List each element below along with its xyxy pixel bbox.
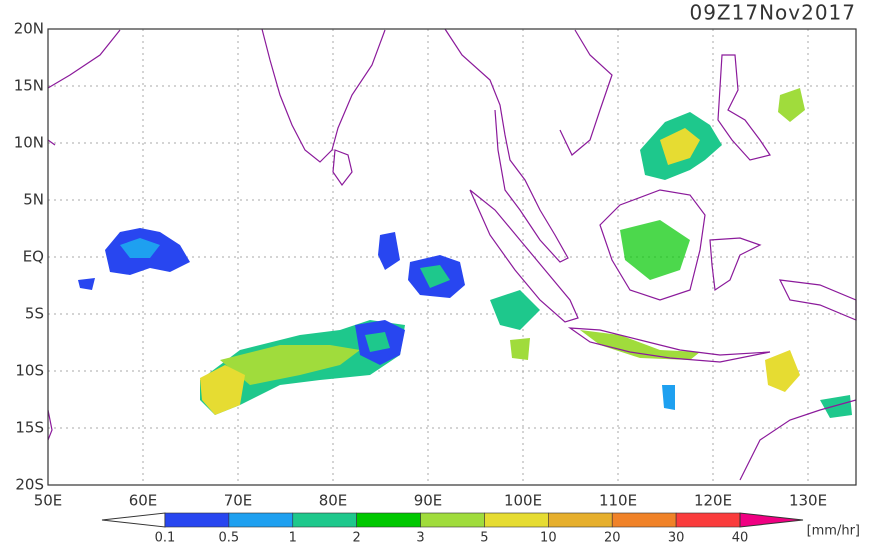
lat-label: 5N <box>23 191 44 209</box>
lat-label: 10S <box>15 362 44 380</box>
colorbar-label: 10 <box>540 531 557 544</box>
rain-areas <box>78 88 852 418</box>
map-frame <box>47 28 857 486</box>
colorbar-swatch <box>611 512 677 528</box>
colorbar-label: 3 <box>416 531 424 544</box>
colorbar-label: 2 <box>353 531 361 544</box>
lon-label: 100E <box>504 492 542 510</box>
colorbar-label: 0.1 <box>155 531 176 544</box>
colorbar-label: 20 <box>604 531 621 544</box>
lon-label: 110E <box>599 492 637 510</box>
colorbar-swatch <box>292 512 357 528</box>
coastlines <box>47 28 857 481</box>
lat-label: 5S <box>25 305 44 323</box>
lat-label: 20N <box>14 20 44 38</box>
lon-label: 130E <box>789 492 827 510</box>
lon-label: 90E <box>414 492 443 510</box>
colorbar-swatch <box>356 512 421 528</box>
lat-label: 10N <box>14 134 44 152</box>
colorbar-swatch <box>739 512 804 528</box>
colorbar-swatch <box>675 512 741 528</box>
lat-label: 15S <box>15 419 44 437</box>
colorbar-label: 1 <box>289 531 297 544</box>
colorbar-swatch <box>420 512 485 528</box>
colorbar-label: 30 <box>668 531 685 544</box>
colorbar-label: 0.5 <box>219 531 240 544</box>
lat-label: EQ <box>23 248 44 266</box>
colorbar-swatch <box>228 512 294 528</box>
map-title: 09Z17Nov2017 <box>689 1 856 25</box>
lon-label: 60E <box>129 492 158 510</box>
lon-label: 70E <box>224 492 253 510</box>
colorbar-swatch <box>548 512 613 528</box>
lat-label: 15N <box>14 77 44 95</box>
lon-label: 120E <box>694 492 732 510</box>
lon-label: 80E <box>319 492 348 510</box>
colorbar-label: 40 <box>732 531 749 544</box>
colorbar-swatch <box>164 512 230 528</box>
colorbar-unit: [mm/hr] <box>807 524 860 539</box>
colorbar-swatch <box>101 512 166 528</box>
lon-label: 50E <box>34 492 63 510</box>
colorbar-label: 5 <box>480 531 488 544</box>
colorbar-swatch <box>484 512 549 528</box>
lat-label: 20S <box>15 476 44 494</box>
